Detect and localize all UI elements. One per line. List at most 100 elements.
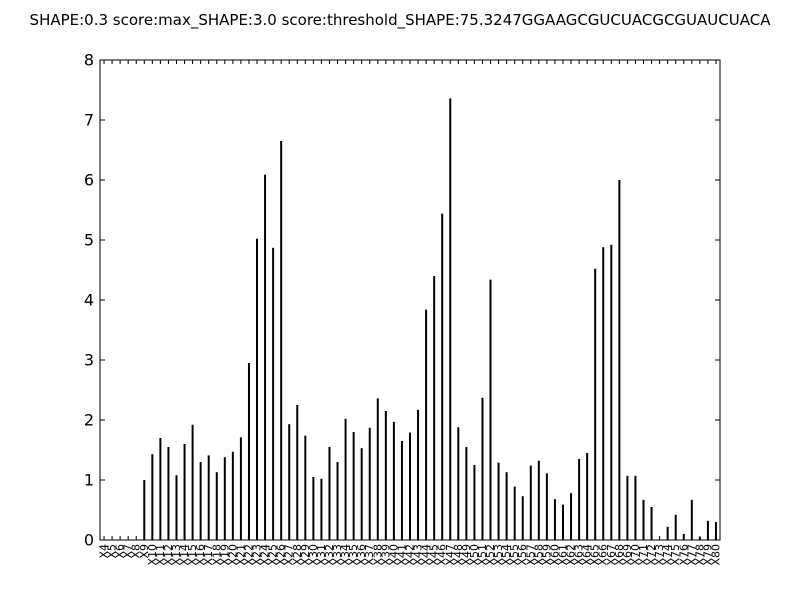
x-tick-label: X57 bbox=[524, 544, 537, 566]
x-tick-label: X61 bbox=[556, 544, 569, 566]
bar-x40 bbox=[392, 421, 395, 540]
bar-x32 bbox=[328, 447, 331, 540]
x-tick-label: X70 bbox=[629, 544, 642, 566]
bar-x47 bbox=[449, 98, 452, 541]
bar-x13 bbox=[175, 475, 178, 540]
x-tick-label: X6 bbox=[114, 544, 127, 559]
x-tick-label: X24 bbox=[259, 544, 272, 566]
x-tick-label: X41 bbox=[395, 544, 408, 566]
bar-x28 bbox=[296, 405, 299, 540]
x-tick-label: X5 bbox=[106, 544, 119, 559]
bar-x60 bbox=[553, 499, 556, 540]
x-tick-label: X26 bbox=[275, 544, 288, 566]
x-tick-label: X15 bbox=[186, 544, 199, 566]
x-tick-label: X21 bbox=[234, 544, 247, 566]
x-tick-label: X18 bbox=[210, 544, 223, 566]
bar-x67 bbox=[610, 244, 613, 541]
x-tick-label: X75 bbox=[669, 544, 682, 566]
x-tick-label: X68 bbox=[613, 544, 626, 566]
x-tick-label: X14 bbox=[178, 544, 191, 566]
x-tick-label: X32 bbox=[323, 544, 336, 566]
bar-x36 bbox=[360, 448, 363, 540]
bar-x53 bbox=[497, 462, 500, 540]
bar-x31 bbox=[320, 478, 323, 540]
bar-x74 bbox=[666, 526, 669, 540]
x-tick-label: X13 bbox=[170, 544, 183, 566]
bar-x57 bbox=[529, 465, 532, 540]
y-tick-label: 4 bbox=[84, 291, 94, 310]
bar-x59 bbox=[545, 473, 548, 540]
bar-x54 bbox=[505, 472, 508, 540]
bar-x42 bbox=[409, 432, 411, 540]
x-tick-label: X52 bbox=[484, 544, 497, 566]
x-tick-label: X73 bbox=[653, 544, 666, 566]
bar-x14 bbox=[183, 444, 186, 540]
bar-x15 bbox=[191, 424, 194, 540]
bar-x66 bbox=[602, 247, 605, 540]
y-tick-label: 2 bbox=[84, 411, 94, 430]
x-tick-label: X72 bbox=[645, 544, 658, 566]
x-tick-label: X43 bbox=[412, 544, 425, 566]
bar-x24 bbox=[264, 174, 267, 540]
x-tick-label: X11 bbox=[154, 544, 167, 566]
x-tick-label: X34 bbox=[339, 544, 352, 566]
bar-x77 bbox=[690, 499, 693, 540]
bar-x68 bbox=[618, 180, 621, 540]
x-tick-label: X23 bbox=[251, 544, 264, 566]
x-tick-label: X67 bbox=[605, 544, 618, 566]
bar-x70 bbox=[634, 475, 637, 540]
x-tick-label: X76 bbox=[677, 544, 690, 566]
x-tick-label: X46 bbox=[436, 544, 449, 566]
plot-frame bbox=[99, 59, 721, 541]
x-ticks-group: X4X5X6X7X8X9X10X11X12X13X14X15X16X17X18X… bbox=[98, 60, 722, 566]
bar-x23 bbox=[256, 238, 259, 541]
bar-x63 bbox=[578, 459, 581, 540]
bar-x27 bbox=[288, 424, 291, 540]
bar-x33 bbox=[336, 462, 339, 540]
bar-x49 bbox=[465, 447, 468, 540]
y-tick-label: 5 bbox=[84, 231, 94, 250]
bar-x45 bbox=[433, 276, 436, 540]
bar-x16 bbox=[199, 462, 202, 540]
bar-x29 bbox=[304, 435, 307, 540]
x-tick-label: X55 bbox=[508, 544, 521, 566]
x-tick-label: X17 bbox=[202, 544, 215, 566]
bar-x20 bbox=[231, 451, 234, 540]
bar-x48 bbox=[457, 427, 460, 540]
x-tick-label: X16 bbox=[194, 544, 207, 566]
bar-x55 bbox=[513, 486, 516, 540]
x-tick-label: X37 bbox=[363, 544, 376, 566]
bar-x38 bbox=[376, 398, 379, 540]
x-tick-label: X58 bbox=[532, 544, 545, 566]
bar-x30 bbox=[312, 477, 315, 540]
x-tick-label: X69 bbox=[621, 544, 634, 566]
x-tick-label: X79 bbox=[701, 544, 714, 566]
bar-x26 bbox=[280, 141, 283, 540]
x-tick-label: X63 bbox=[573, 544, 586, 566]
bar-x46 bbox=[441, 213, 444, 540]
bar-x34 bbox=[344, 418, 347, 540]
x-tick-label: X8 bbox=[130, 544, 143, 559]
bar-x11 bbox=[159, 438, 162, 540]
x-tick-label: X60 bbox=[548, 544, 561, 566]
bar-x43 bbox=[417, 409, 420, 540]
x-tick-label: X40 bbox=[387, 544, 400, 566]
bar-x79 bbox=[706, 520, 709, 540]
x-tick-label: X10 bbox=[146, 544, 159, 566]
bar-x72 bbox=[650, 507, 653, 540]
bar-x58 bbox=[537, 460, 540, 540]
x-tick-label: X20 bbox=[226, 544, 239, 566]
y-tick-label: 7 bbox=[84, 111, 94, 130]
x-tick-label: X49 bbox=[460, 544, 473, 566]
bar-x9 bbox=[143, 480, 146, 540]
bar-x12 bbox=[167, 447, 170, 540]
bar-x65 bbox=[594, 268, 597, 540]
bar-x39 bbox=[384, 411, 387, 540]
x-tick-label: X29 bbox=[299, 544, 312, 566]
x-tick-label: X42 bbox=[404, 544, 417, 566]
bar-x22 bbox=[247, 363, 250, 540]
bar-x37 bbox=[368, 427, 371, 540]
x-tick-label: X50 bbox=[468, 544, 481, 566]
x-tick-label: X77 bbox=[685, 544, 698, 566]
